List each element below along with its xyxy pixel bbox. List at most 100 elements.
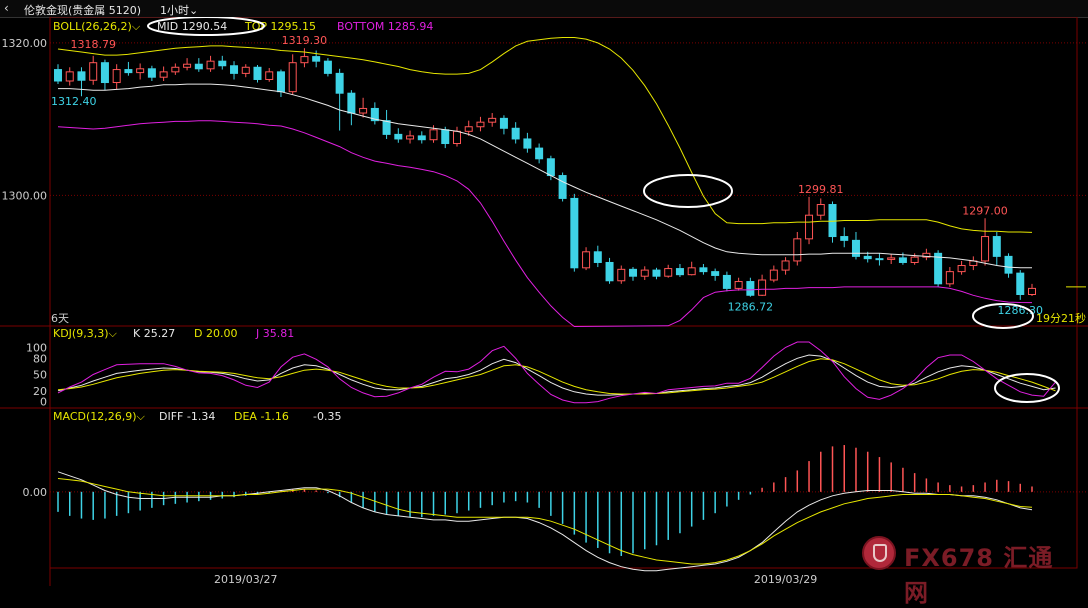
kdj-j-line <box>57 341 1056 404</box>
candle-body <box>675 268 684 276</box>
price-tick-label: 1300.00 <box>2 189 48 202</box>
candle-body <box>382 120 391 135</box>
candle-body <box>417 135 426 141</box>
back-icon[interactable]: ‹ <box>4 1 9 15</box>
candle-body <box>488 117 497 123</box>
macd-dea-value: DEA -1.16 <box>234 410 289 423</box>
timeframe-selector[interactable]: 1小时⌄ <box>160 4 199 17</box>
candle-body <box>558 175 567 199</box>
kdj-k-value: K 25.27 <box>133 327 175 340</box>
candle-body <box>276 71 285 93</box>
candle-body <box>863 255 872 260</box>
candle-body <box>851 239 860 257</box>
candle-body <box>54 69 62 82</box>
candle-body <box>147 68 156 78</box>
macd-value: -0.35 <box>313 410 341 423</box>
candle-body <box>535 147 544 160</box>
candle-body <box>1004 255 1013 274</box>
price-tick-label: 1320.00 <box>2 37 48 50</box>
chart-frame <box>49 17 1078 569</box>
price-annotation: 1318.79 <box>70 38 116 51</box>
kdj-tick-label: 0 <box>40 396 47 409</box>
watermark: FX678 汇通网 <box>862 536 1062 607</box>
kdj-tick-label: 80 <box>33 352 47 365</box>
candle-body <box>758 279 767 296</box>
candle-body <box>112 69 121 84</box>
candle-body <box>194 63 203 70</box>
candle-body <box>335 72 344 94</box>
candle-body <box>546 158 555 177</box>
candle-body <box>593 251 602 263</box>
kdj-tick-label: 20 <box>33 385 47 398</box>
candle-body <box>230 65 239 74</box>
candle-body <box>1016 272 1025 295</box>
candle-body <box>406 135 415 140</box>
candle-body <box>570 197 579 269</box>
candle-body <box>687 267 696 276</box>
macd-indicator-label: MACD(12,26,9)⌵ <box>53 410 146 423</box>
candle-body <box>452 130 461 145</box>
boll-top-line <box>57 37 1033 233</box>
candle-body <box>922 252 931 258</box>
candle-body <box>875 258 884 261</box>
macd-diff-value: DIFF -1.34 <box>159 410 215 423</box>
highlight-ellipse <box>147 17 265 36</box>
candle-body <box>746 281 755 296</box>
highlight-ellipse <box>643 174 733 208</box>
candle-body <box>206 60 215 70</box>
candle-body <box>288 62 297 93</box>
candle-body <box>441 129 450 145</box>
candle-body <box>981 236 990 262</box>
kdj-d-line <box>57 358 1056 395</box>
candle-body <box>582 251 591 269</box>
candle-body <box>840 236 849 241</box>
candle-body <box>65 71 74 82</box>
candle-body <box>265 71 274 80</box>
candle-body <box>734 281 743 289</box>
boll-mid-line <box>58 83 1032 269</box>
price-annotation: 1299.81 <box>798 183 844 196</box>
candle-body <box>312 56 321 62</box>
macd-dea-line <box>57 478 1033 565</box>
highlight-ellipse <box>972 303 1034 329</box>
candle-body <box>218 60 227 67</box>
candle-body <box>828 204 837 238</box>
boll-bottom-line <box>57 120 1033 328</box>
candle-body <box>171 66 180 73</box>
kdj-k-line <box>57 354 1056 396</box>
candle-body <box>429 129 438 141</box>
candle-body <box>629 268 638 277</box>
candle-body <box>992 236 1001 257</box>
candle-body <box>359 107 368 114</box>
candle-body <box>781 260 790 271</box>
candle-body <box>887 257 896 260</box>
days-label: 6天 <box>51 312 69 325</box>
candle-body <box>100 62 109 84</box>
toolbar: ‹ 伦敦金现(贵金属 5120) 1小时⌄ <box>0 0 1088 18</box>
candle-body <box>617 268 626 282</box>
candle-body <box>253 66 262 80</box>
watermark-brand: FX678 汇通网 <box>904 544 1054 607</box>
candle-body <box>664 268 673 277</box>
candle-body <box>910 256 919 263</box>
candle-body <box>605 261 614 282</box>
candle-body <box>347 92 356 114</box>
kdj-j-value: J 35.81 <box>255 327 294 340</box>
x-tick-label: 2019/03/29 <box>754 573 817 586</box>
price-annotation: 1286.72 <box>728 301 774 314</box>
symbol-label: 伦敦金现(贵金属 5120) <box>24 4 142 17</box>
candle-body <box>370 107 379 122</box>
candle-body <box>77 71 86 81</box>
candle-body <box>323 60 332 74</box>
x-tick-label: 2019/03/27 <box>214 573 277 586</box>
candle-body <box>241 66 250 74</box>
candle-body <box>499 117 508 129</box>
highlight-ellipse <box>994 373 1060 403</box>
candle-body <box>464 126 473 132</box>
candle-body <box>159 71 168 78</box>
boll-mid-value: MID 1290.54 <box>157 20 227 33</box>
candle-body <box>183 63 192 68</box>
candle-body <box>722 274 731 289</box>
boll-indicator-label: BOLL(26,26,2)⌵ <box>53 20 141 33</box>
